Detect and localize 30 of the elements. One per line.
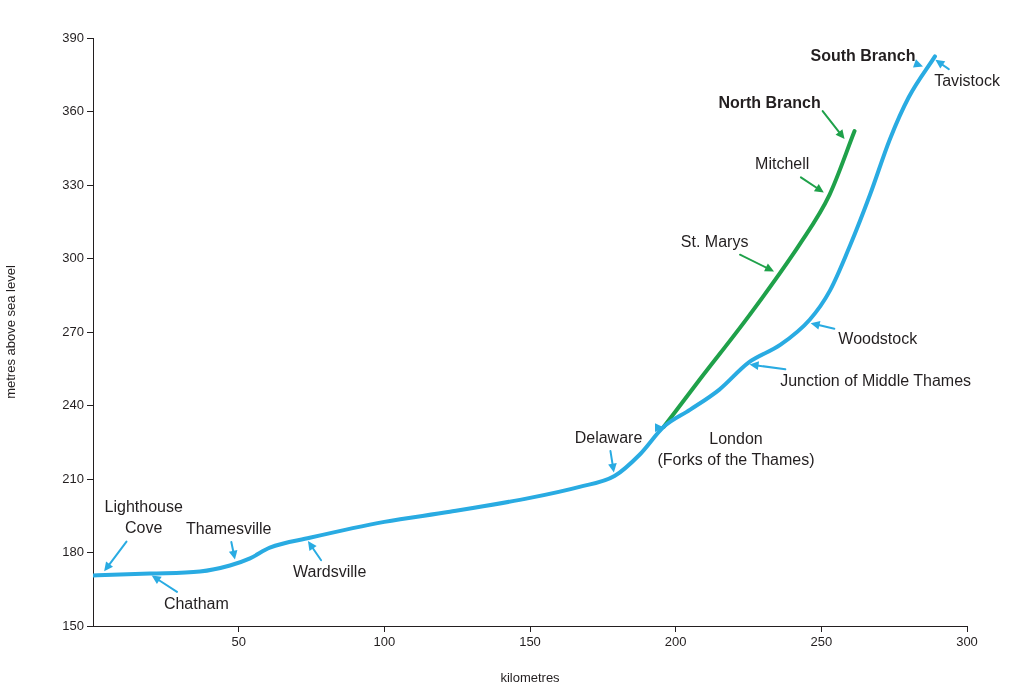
y-tick-label: 300	[62, 250, 84, 266]
y-tick-label: 180	[62, 544, 84, 560]
annotation: Woodstock	[838, 329, 919, 347]
y-tick-label: 390	[62, 29, 84, 45]
annotation: Thamesville	[186, 519, 272, 537]
x-tick-label: 250	[810, 634, 833, 650]
y-tick-label: 240	[62, 397, 84, 413]
x-tick-label: 50	[231, 634, 246, 650]
x-axis-title: kilometres	[500, 669, 561, 685]
annotation: St. Marys	[680, 232, 749, 250]
y-tick-label: 270	[62, 323, 84, 339]
y-tick-label: 210	[62, 470, 84, 486]
x-tick-label: 150	[519, 634, 541, 650]
annotation: London (Forks of the Thames)	[657, 430, 815, 469]
legend-label: South Branch	[810, 46, 916, 64]
annotation: Delaware	[574, 428, 643, 446]
x-tick-label: 300	[956, 634, 978, 650]
y-tick-label: 330	[62, 176, 84, 192]
y-tick-label: 150	[62, 617, 84, 633]
annotation: Junction of Middle Thames	[780, 372, 972, 390]
annotation: Tavistock	[934, 72, 1001, 90]
annotation: Chatham	[163, 594, 229, 612]
annotation: Lighthouse Cove	[104, 498, 183, 537]
x-tick-label: 100	[373, 634, 396, 650]
text: North Branch	[718, 93, 821, 111]
y-tick-label: 360	[62, 103, 84, 119]
annotation: Mitchell	[755, 155, 810, 173]
x-tick-label: 200	[664, 634, 687, 650]
y-axis-title: metres above sea level	[3, 265, 19, 399]
annotation: Wardsville	[293, 563, 367, 581]
